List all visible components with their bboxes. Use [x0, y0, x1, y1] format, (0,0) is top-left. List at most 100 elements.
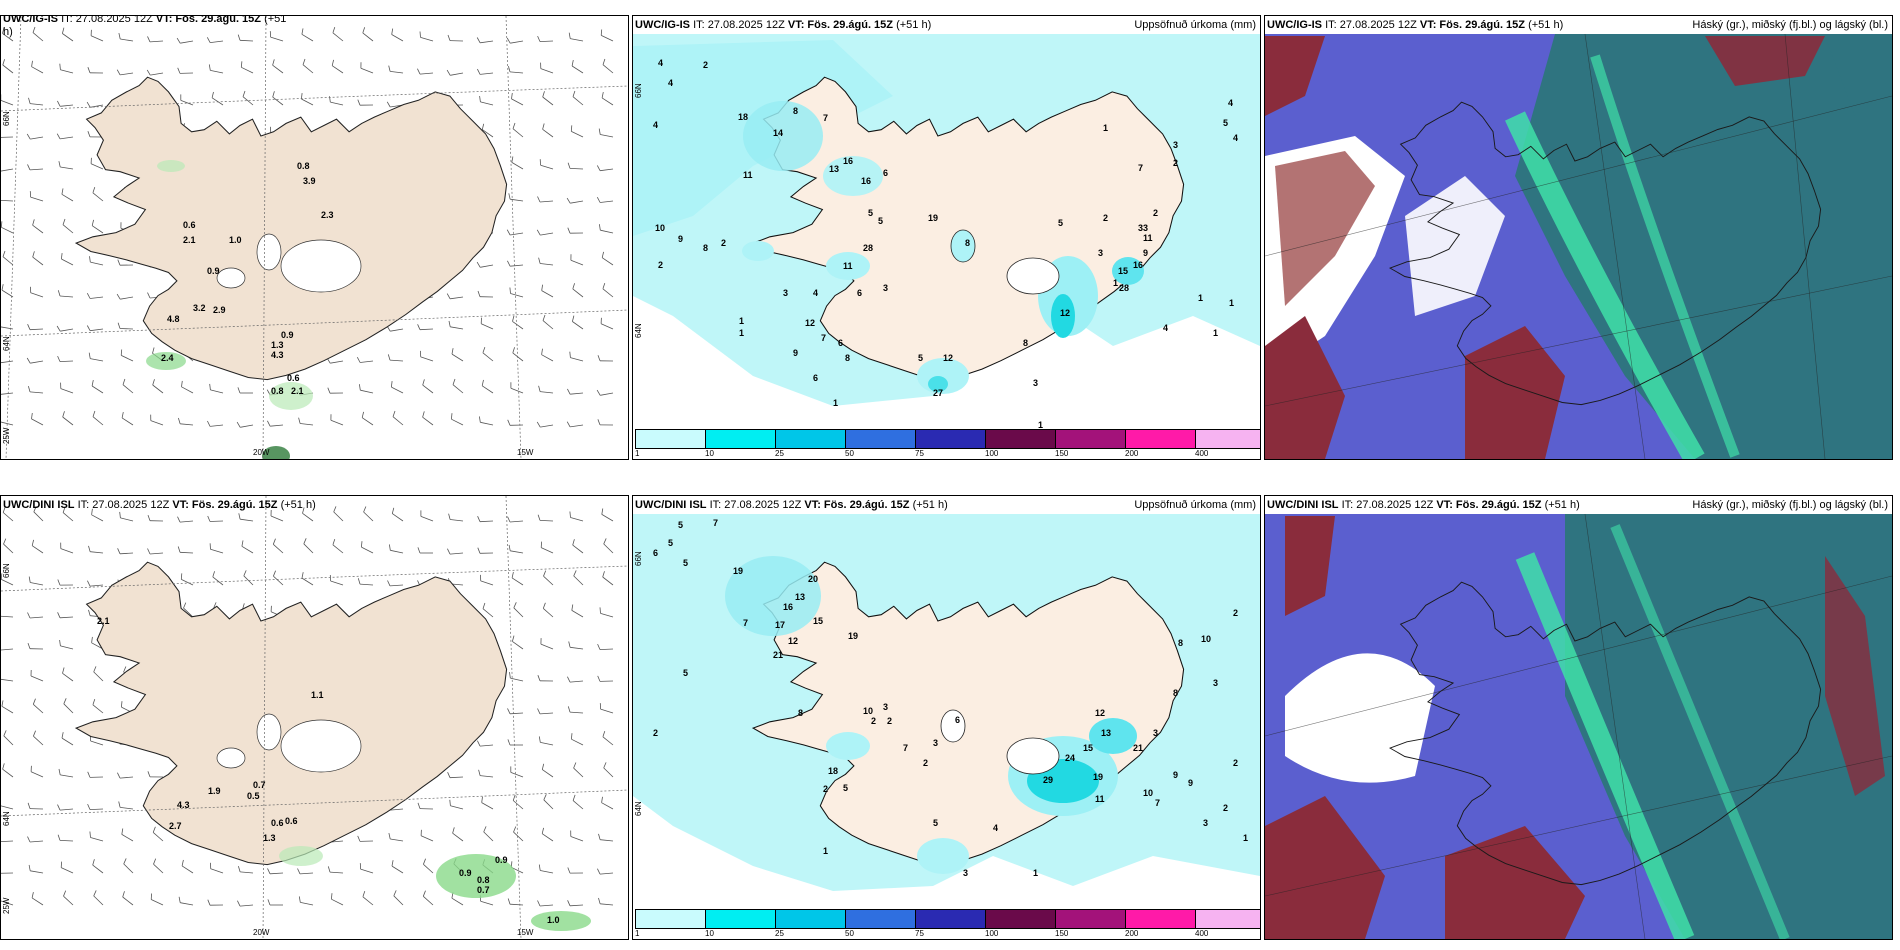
colorbar-tick-label: 400 [1195, 929, 1209, 938]
value-label: 28 [863, 243, 873, 253]
wind-barb-flag [542, 602, 546, 609]
wind-barb [120, 517, 134, 522]
wind-barb [1, 648, 14, 651]
wind-barb-flag [511, 156, 514, 163]
wind-barb-flag [298, 417, 301, 424]
precip-values: 0.8 3.9 2.3 0.6 2.1 1.0 0.9 3.2 2.9 4.8 … [161, 161, 334, 396]
wind-barb [513, 607, 524, 618]
wind-barb-flag [117, 259, 121, 266]
wind-barb [510, 40, 524, 44]
wind-barb-flag [536, 229, 541, 236]
wind-barb-flag [536, 421, 541, 428]
colorbar-swatch [636, 910, 706, 928]
wind-barb [2, 768, 14, 778]
wind-barb-flag [63, 698, 67, 704]
wind-barb-flag [572, 315, 575, 322]
value-label: 8 [1023, 338, 1028, 348]
wind-barb [362, 896, 374, 906]
wind-barb [332, 544, 344, 554]
wind-barb-flag [479, 416, 481, 423]
wind-barb [329, 871, 344, 874]
value-label: 5 [1058, 218, 1063, 228]
wind-barb [239, 39, 254, 42]
wind-barb [2, 33, 14, 42]
value-label: 4 [1163, 323, 1168, 333]
wind-barb [539, 520, 554, 522]
wind-barb-flag [477, 516, 481, 522]
value-label: 2.4 [161, 353, 174, 363]
wind-barb [59, 360, 74, 362]
wind-barb-flag [236, 421, 241, 428]
wind-barb [31, 545, 44, 554]
colorbar-tick-label: 150 [1055, 449, 1069, 458]
wind-barb-flag [482, 602, 486, 609]
wind-barb-flag [483, 826, 487, 833]
wind-barb-flag [357, 99, 361, 106]
wind-barb [1, 100, 14, 106]
wind-barb [542, 96, 554, 106]
wind-barb [122, 896, 134, 906]
wind-barb-flag [207, 899, 211, 906]
wind-barb-flag [512, 635, 515, 642]
wind-barb-flag [572, 90, 576, 97]
wind-barb [60, 645, 74, 650]
wind-barb-flag [302, 58, 306, 65]
wind-barb [3, 543, 14, 554]
value-label: 6 [857, 288, 862, 298]
wind-barb-flag [568, 32, 571, 39]
value-label: 4.8 [167, 314, 180, 324]
value-label: 1 [1038, 420, 1043, 430]
wind-barb [540, 870, 554, 874]
wind-barb [452, 384, 464, 394]
wind-map: 2.1 1.1 1.9 0.7 0.5 4.3 2.7 0.6 0.6 1.3 … [1, 496, 628, 939]
value-label: 3 [883, 283, 888, 293]
wind-barb [450, 326, 464, 330]
wind-barb-flag [237, 34, 241, 41]
colorbar-swatch [916, 430, 986, 448]
wind-barb [332, 32, 344, 42]
wind-barb [269, 872, 284, 875]
wind-barb [90, 551, 104, 554]
wind-barb-flag [238, 865, 241, 873]
colorbar-swatch [776, 430, 846, 448]
value-label: 4 [668, 78, 673, 88]
wind-barb [540, 391, 554, 394]
value-label: 4 [993, 823, 998, 833]
value-label: 12 [1060, 308, 1070, 318]
wind-barb [212, 576, 224, 586]
value-label: 1 [833, 398, 838, 408]
wind-barb [62, 416, 74, 426]
wind-barb-flag [478, 769, 481, 776]
wind-barb [360, 67, 374, 74]
value-label: 2 [1153, 208, 1158, 218]
wind-barb [452, 832, 464, 842]
wind-barb [569, 168, 584, 170]
wind-barb [1, 421, 14, 426]
wind-barb-flag [542, 91, 545, 98]
wind-barb [61, 258, 74, 266]
wind-barb [1, 392, 14, 395]
value-label: 5 [878, 216, 883, 226]
wind-barb-flag [567, 227, 571, 234]
wind-barb-flag [566, 197, 571, 204]
wind-barb-flag [477, 740, 481, 747]
wind-barb-flag [391, 860, 394, 867]
wind-barb-flag [602, 571, 605, 578]
wind-barb [210, 40, 224, 43]
wind-barb [510, 772, 524, 778]
wind-barb [600, 323, 614, 330]
wind-barb-flag [357, 835, 361, 842]
wind-barb-flag [417, 802, 421, 809]
wind-barb-flag [63, 890, 67, 897]
wind-barb [423, 864, 434, 874]
wind-barb-flag [302, 507, 305, 514]
value-label: 21 [773, 650, 783, 660]
wind-barb-flag [447, 772, 451, 778]
wind-barb [602, 576, 614, 586]
wind-barb [510, 232, 524, 236]
wind-barb [60, 104, 74, 107]
wind-barb [543, 575, 554, 586]
wind-barb-flag [331, 59, 334, 66]
panel-title: UWC/IG-IS IT: 27.08.2025 12Z VT: Fös. 29… [635, 19, 932, 31]
value-label: 3 [1173, 140, 1178, 150]
